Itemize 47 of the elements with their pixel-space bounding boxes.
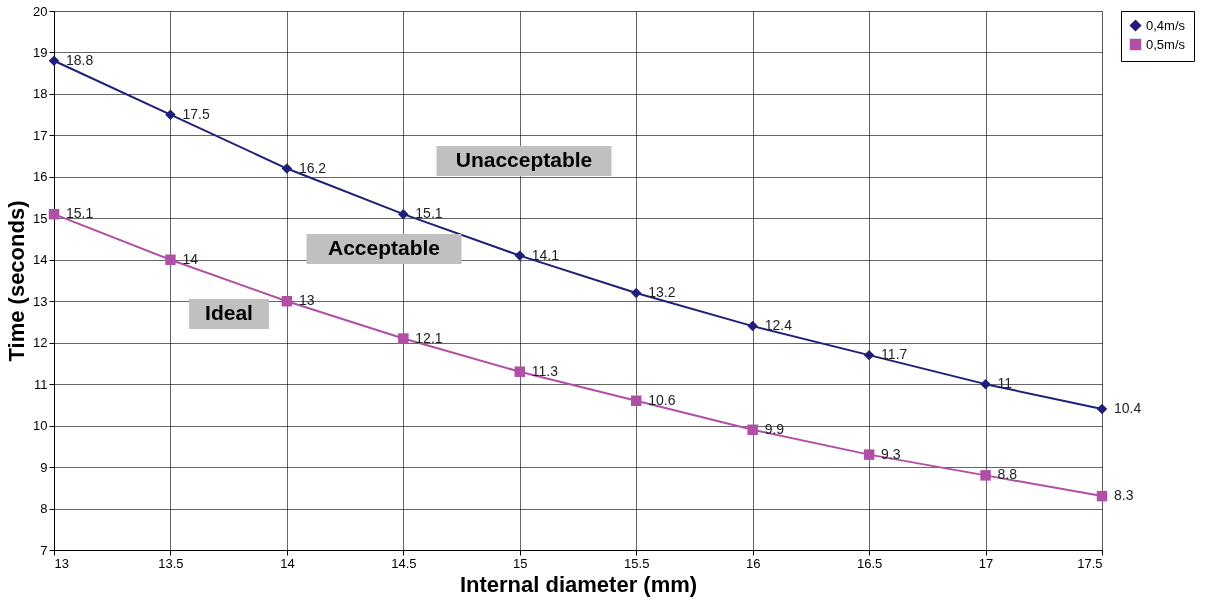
legend-label: 0,4m/s [1146,17,1186,33]
data-label: 15.1 [415,205,443,222]
data-label: 8.3 [1114,487,1134,504]
y-tick-label: 7 [40,542,48,558]
x-tick-label: 16 [745,555,761,571]
data-label: 11.3 [531,362,559,379]
x-tick-label: 16.5 [856,555,883,571]
y-tick-label: 9 [40,459,48,475]
y-tick-label: 19 [33,44,48,60]
data-label: 11.7 [881,346,908,363]
data-label: 16.2 [298,159,327,176]
x-tick-label: 15.5 [624,555,650,571]
data-label: 9.3 [881,445,901,462]
x-tick-label: 13 [54,555,69,571]
data-label: 10.4 [1114,400,1142,417]
annotation: Unacceptable [455,148,593,171]
x-tick-label: 14.5 [391,555,417,571]
x-tick-label: 13.5 [158,555,184,571]
data-label: 13.2 [648,283,676,300]
y-tick-label: 16 [33,169,48,185]
y-tick-label: 13 [33,293,48,309]
data-label: 14.1 [531,246,560,263]
data-label: 12.1 [415,329,443,346]
x-tick-label: 14 [280,555,295,571]
annotation: Ideal [205,301,253,324]
y-tick-label: 18 [33,86,48,102]
y-tick-label: 14 [33,252,48,268]
y-axis-title: Time (seconds) [4,200,30,362]
x-tick-label: 17 [978,555,994,571]
y-tick-label: 10 [33,418,48,434]
y-tick-label: 8 [40,501,48,517]
y-tick-label: 20 [33,3,48,19]
y-tick-label: 15 [33,210,48,226]
data-label: 15.1 [66,205,94,222]
x-tick-label: 17.5 [1077,555,1103,571]
data-label: 8.8 [997,466,1018,483]
data-label: 17.5 [182,105,210,122]
x-tick-label: 15 [513,555,528,571]
data-label: 18.8 [66,51,94,68]
y-tick-label: 17 [33,127,48,143]
y-tick-label: 12 [33,335,48,351]
legend-label: 0,5m/s [1146,36,1186,52]
data-label: 12.4 [764,317,793,334]
data-label: 10.6 [648,391,676,408]
x-axis-title: Internal diameter (mm) [459,571,698,597]
annotation: Acceptable [327,236,441,259]
y-tick-label: 11 [34,376,48,392]
